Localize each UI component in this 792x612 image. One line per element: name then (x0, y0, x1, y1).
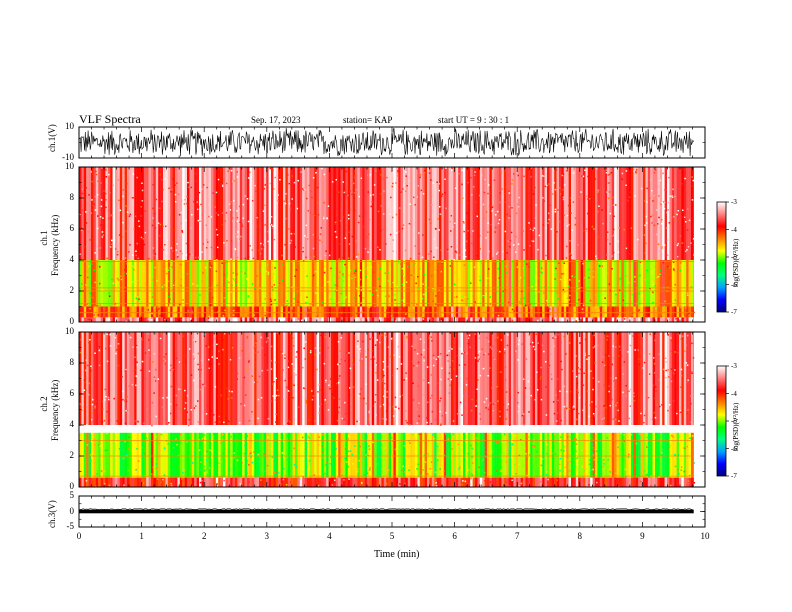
ch1-spectrogram-band-3 (79, 317, 694, 322)
x-tick-label-6: 6 (452, 531, 457, 541)
ch1-waveform-ticks (78, 126, 706, 159)
ch1-spectrogram-ytick-1: 2 (69, 285, 75, 295)
ch1-spectrogram-panel (78, 166, 706, 323)
ch2-spectrogram-ylabel-bottom: Frequency (kHz) (50, 379, 60, 441)
ch2-spectrogram-band-2 (79, 477, 696, 487)
x-tick-label-0: 0 (76, 531, 82, 541)
ch2-spectrogram-lines (79, 440, 694, 477)
x-tick-label-1: 1 (139, 531, 144, 541)
x-tick-label-8: 8 (577, 531, 583, 541)
ch1-spectrogram-ticks (78, 166, 706, 323)
ch3-waveform-ticks (78, 495, 706, 528)
ch2-spectrogram-ytick-5: 10 (65, 326, 74, 336)
x-axis-label: Time (min) (374, 549, 420, 560)
ch1-spectrogram-band-2 (79, 306, 695, 319)
cbticks1-label-4: -7 (731, 308, 737, 316)
ch1-waveform-panel (78, 126, 706, 159)
ch3-waveform-ylabel: ch.3(V) (47, 500, 57, 528)
ch1-waveform-line (79, 127, 694, 157)
ch3-waveform-ytick-1: 0 (69, 505, 75, 516)
ch1-spectrogram-band-1 (79, 260, 694, 308)
ch1-spectrogram-ytick-0: 0 (69, 316, 75, 326)
ch1-spectrogram-ytick-4: 8 (69, 192, 75, 202)
colorbar-1-bar (716, 201, 727, 313)
ch3-waveform-trace (79, 508, 694, 514)
cbticks2-label-0: -3 (731, 362, 737, 370)
ch2-spectrogram-panel (78, 331, 706, 488)
ch2-spectrogram-ticks (78, 331, 706, 488)
cbticks1-label-0: -3 (731, 198, 737, 206)
x-tick-label-9: 9 (640, 531, 645, 541)
ch2-spectrogram-ylabel-top: ch.2 (39, 396, 49, 412)
cbticks2-label-1: -4 (731, 389, 737, 398)
ch1-spectrogram-image (79, 167, 705, 322)
cbticks2-label-4: -7 (731, 472, 737, 480)
ch1-waveform-ytick-1: -10 (62, 152, 74, 162)
ch1-spectrogram-ytick-2: 4 (69, 254, 75, 264)
cbticks1-label-1: -4 (731, 225, 737, 234)
colorbar-2-bar (716, 365, 727, 477)
ch1-waveform-ylabel: ch.1(V) (47, 124, 57, 152)
date-label: Sep. 17, 2023 (251, 115, 301, 125)
colorbar-2 (716, 365, 729, 477)
ch2-spectrogram-band-1 (79, 432, 695, 480)
station-label: station= KAP (343, 115, 393, 125)
colorbar-1-ticks (726, 201, 729, 313)
ch1-waveform-trace (79, 127, 694, 157)
ch1-waveform-ytick-0: 10 (65, 121, 74, 131)
x-tick-label-2: 2 (201, 531, 207, 541)
ch1-spectrogram-ylabel-bottom: Frequency (kHz) (50, 214, 60, 276)
ch2-spectrogram-ytick-0: 0 (69, 481, 75, 491)
colorbar-2-ticks (726, 365, 729, 477)
ch2-spectrogram-band-0 (79, 332, 695, 427)
ch1-spectrogram-ytick-3: 6 (69, 223, 75, 233)
cbticks2-label-3: -6 (731, 444, 737, 453)
ch3-waveform-line (79, 508, 693, 510)
x-tick-label-3: 3 (264, 531, 270, 541)
ch3-waveform-ytick-0: 5 (69, 490, 75, 500)
x-tick-label-10: 10 (700, 531, 710, 541)
x-tick-label-7: 7 (514, 531, 520, 541)
cbticks1-label-2: -5 (731, 253, 737, 261)
ch3-waveform-ytick-2: -5 (66, 521, 75, 531)
ch2-spectrogram-ytick-1: 2 (69, 450, 75, 460)
cbticks1-label-3: -6 (731, 280, 737, 289)
ch1-spectrogram-band-0 (79, 167, 695, 262)
ch2-spectrogram-image (79, 332, 705, 487)
ch2-spectrogram-ytick-2: 4 (69, 419, 75, 429)
x-tick-label-4: 4 (327, 531, 332, 541)
ch3-waveform-panel (78, 495, 706, 528)
start-time-label: start UT = 9 : 30 : 1 (438, 115, 510, 125)
cbticks2-label-2: -5 (731, 417, 737, 425)
ch1-spectrogram-ytick-5: 10 (65, 161, 74, 171)
x-tick-label-5: 5 (389, 531, 395, 541)
ch1-spectrogram-lines (79, 261, 694, 314)
ch2-spectrogram-ytick-4: 8 (69, 357, 75, 367)
colorbar-1 (716, 201, 729, 313)
figure-title: VLF Spectra (79, 112, 141, 126)
ch2-spectrogram-ytick-3: 6 (69, 388, 75, 398)
ch3-waveform-band (79, 509, 694, 514)
ch1-spectrogram-ylabel-top: ch.1 (39, 230, 49, 246)
